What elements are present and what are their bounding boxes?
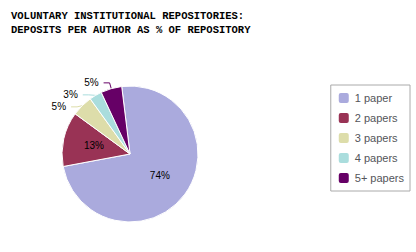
svg-text:5+ papers: 5+ papers <box>355 172 405 184</box>
svg-text:5%: 5% <box>52 101 67 112</box>
svg-text:13%: 13% <box>84 140 104 151</box>
svg-text:1 paper: 1 paper <box>355 92 393 104</box>
svg-text:74%: 74% <box>150 170 170 181</box>
svg-text:DEPOSITS PER AUTHOR AS % OF RE: DEPOSITS PER AUTHOR AS % OF REPOSITORY <box>11 24 251 36</box>
svg-text:3%: 3% <box>63 89 78 100</box>
svg-text:VOLUNTARY INSTITUTIONAL REPOSI: VOLUNTARY INSTITUTIONAL REPOSITORIES: <box>11 10 244 22</box>
svg-text:4 papers: 4 papers <box>355 152 398 164</box>
svg-text:5%: 5% <box>84 77 99 88</box>
svg-text:3 papers: 3 papers <box>355 132 398 144</box>
svg-text:2 papers: 2 papers <box>355 112 398 124</box>
